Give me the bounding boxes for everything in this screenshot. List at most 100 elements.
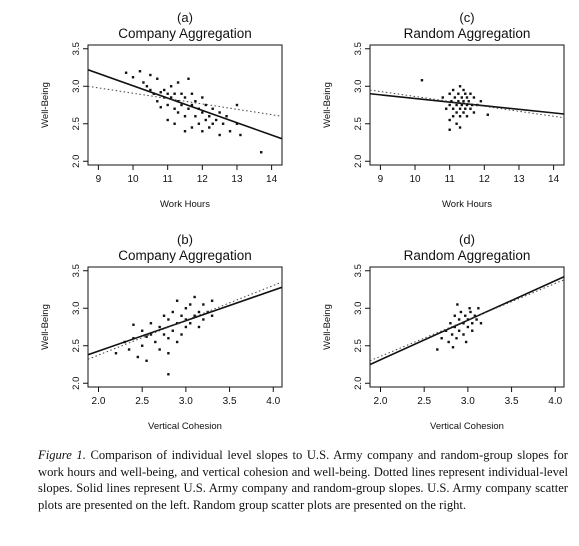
data-point xyxy=(183,96,187,99)
individual-slope-line xyxy=(370,89,564,119)
data-point xyxy=(451,346,455,349)
data-point xyxy=(140,344,144,347)
chart-title: Company Aggregation xyxy=(118,26,252,41)
data-point xyxy=(440,337,443,340)
data-point xyxy=(450,333,454,336)
data-point xyxy=(173,122,176,125)
data-point xyxy=(190,103,194,107)
data-point xyxy=(194,100,197,103)
y-tick-label: 3.5 xyxy=(71,42,82,55)
chart-panel-b: (b) Company Aggregation 2.0 2.5 3.0 3.5 4.0 2.0… xyxy=(0,222,283,440)
data-point xyxy=(448,128,451,131)
data-point xyxy=(166,103,169,107)
data-point xyxy=(448,92,451,95)
individual-slope-line xyxy=(370,279,564,362)
data-point xyxy=(235,122,239,125)
data-point xyxy=(458,115,462,118)
y-axis-label: Well-Being xyxy=(322,82,333,128)
data-point xyxy=(453,96,457,99)
data-point xyxy=(471,329,474,332)
data-point xyxy=(156,100,159,103)
data-point xyxy=(208,115,211,118)
chart-svg: (c)Random Aggregation 9 10 11 12 13 14 2.0 2.5 3.… xyxy=(322,10,565,210)
data-point xyxy=(221,122,225,125)
data-point xyxy=(420,79,424,82)
data-point xyxy=(156,77,159,80)
data-point xyxy=(162,314,166,317)
y-tick-label: 2.5 xyxy=(71,339,82,352)
data-point xyxy=(202,303,205,306)
data-point xyxy=(132,323,135,326)
data-point xyxy=(175,299,179,302)
data-point xyxy=(464,340,468,344)
data-point xyxy=(190,126,194,129)
data-point xyxy=(176,111,180,114)
data-point xyxy=(145,359,148,362)
data-point xyxy=(131,76,135,79)
data-point xyxy=(171,329,174,332)
data-point xyxy=(193,295,196,299)
data-point xyxy=(210,314,214,317)
x-tick-label: 2.0 xyxy=(374,396,388,407)
data-point xyxy=(449,322,452,325)
data-point xyxy=(218,133,221,137)
data-point xyxy=(475,318,478,321)
panel-letter: (c) xyxy=(459,10,474,25)
data-point xyxy=(169,85,173,88)
data-point xyxy=(457,100,460,103)
data-point xyxy=(455,111,458,114)
data-point xyxy=(479,322,483,325)
y-tick-label: 3.5 xyxy=(71,264,82,277)
data-point xyxy=(462,88,465,92)
data-point xyxy=(184,325,188,329)
data-point xyxy=(473,314,477,317)
data-point xyxy=(138,70,142,73)
data-point xyxy=(183,130,187,133)
data-point xyxy=(194,115,197,118)
x-tick-label: 2.5 xyxy=(417,396,431,407)
data-point xyxy=(469,92,472,95)
data-point xyxy=(167,373,170,376)
plot-frame xyxy=(369,266,565,388)
data-point xyxy=(462,111,465,114)
data-point xyxy=(201,96,204,99)
plot-area xyxy=(88,281,282,376)
data-point xyxy=(180,314,183,317)
data-point xyxy=(462,322,465,325)
data-point xyxy=(136,355,140,359)
x-tick-label: 14 xyxy=(548,174,560,185)
data-point xyxy=(197,325,201,329)
y-tick-label: 3.0 xyxy=(353,302,364,315)
data-point xyxy=(189,322,192,325)
y-axis-label: Well-Being xyxy=(40,304,51,350)
x-tick-label: 12 xyxy=(197,174,209,185)
data-point xyxy=(465,96,469,99)
data-point xyxy=(436,348,439,351)
data-point xyxy=(184,318,188,321)
data-point xyxy=(159,106,162,109)
y-tick-label: 3.0 xyxy=(71,80,82,93)
data-point xyxy=(458,107,462,110)
data-point xyxy=(462,333,465,336)
data-point xyxy=(472,111,476,114)
individual-slope-line xyxy=(88,85,282,117)
data-point xyxy=(210,299,214,302)
data-point xyxy=(451,107,455,110)
data-point xyxy=(214,118,218,122)
chart-title: Random Aggregation xyxy=(404,26,531,41)
data-point xyxy=(162,333,166,336)
x-tick-label: 3.5 xyxy=(223,396,237,407)
x-tick-label: 10 xyxy=(127,174,139,185)
data-point xyxy=(201,130,204,133)
data-point xyxy=(127,348,131,351)
data-point xyxy=(166,118,169,122)
data-point xyxy=(462,100,465,103)
data-point xyxy=(167,318,170,321)
data-point xyxy=(211,107,214,110)
individual-slope-line xyxy=(88,281,282,360)
data-point xyxy=(167,337,170,340)
data-point xyxy=(145,335,148,338)
data-point xyxy=(448,118,451,122)
data-point xyxy=(459,310,463,314)
data-point xyxy=(184,307,188,310)
